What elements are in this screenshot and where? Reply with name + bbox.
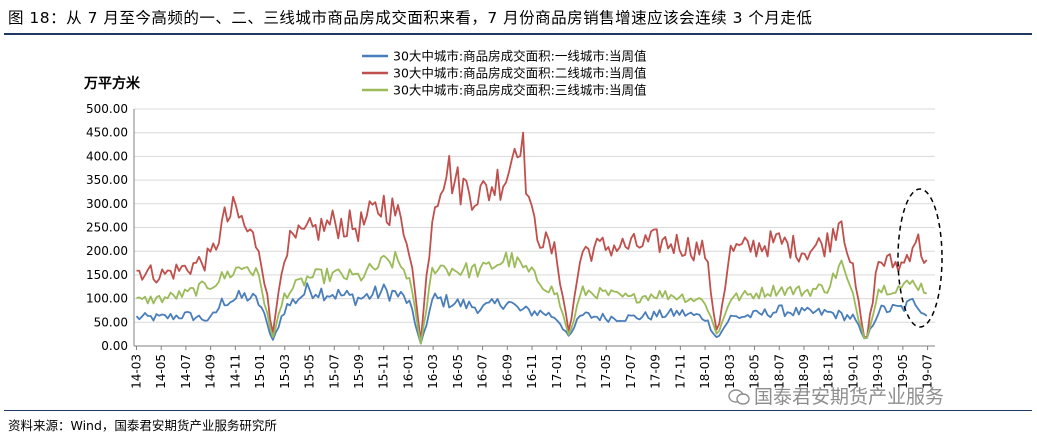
- x-tick-label: 16-05: [451, 354, 465, 389]
- source-rule: [4, 410, 1032, 411]
- x-tick-label: 17-09: [649, 354, 663, 389]
- x-tick-label: 19-07: [921, 354, 935, 389]
- x-tick-label: 16-09: [500, 354, 514, 389]
- figure-title: 图 18：从 7 月至今高频的一、二、三线城市商品房成交面积来看，7 月份商品房…: [8, 9, 813, 27]
- x-tick-labels: 14-03 14-05 14-07 14-09 14-11 15-01 15-03 15-05…: [129, 346, 935, 389]
- x-tick-label: 16-07: [476, 354, 490, 389]
- watermark-text: 国泰君安期货产业服务: [754, 386, 945, 408]
- source-note: 资料来源：Wind，国泰君安期货产业服务研究所: [8, 418, 277, 433]
- y-tick-label: 150.00: [86, 268, 128, 282]
- x-tick-label: 16-03: [426, 354, 440, 389]
- legend-label: 30大中城市:商品房成交面积:一线城市:当周值: [393, 49, 647, 64]
- x-tick-label: 17-11: [673, 354, 687, 389]
- x-tick-label: 14-05: [154, 354, 168, 389]
- y-tick-label: 0.00: [101, 339, 128, 353]
- series-line-3: [136, 250, 927, 345]
- x-tick-label: 18-03: [723, 354, 737, 389]
- x-tick-label: 17-05: [599, 354, 613, 389]
- x-tick-label: 15-05: [303, 354, 317, 389]
- legend: 30大中城市:商品房成交面积:一线城市:当周值 30大中城市:商品房成交面积:二线…: [362, 49, 647, 98]
- x-tick-label: 18-01: [698, 354, 712, 389]
- watermark: 国泰君安期货产业服务: [728, 382, 944, 409]
- x-tick-label: 14-09: [204, 354, 218, 389]
- y-tick-label: 450.00: [86, 126, 128, 140]
- title-rule: [4, 33, 1032, 35]
- x-tick-label: 18-05: [748, 354, 762, 389]
- x-tick-label: 15-03: [278, 354, 292, 389]
- x-tick-label: 16-11: [525, 354, 539, 389]
- series-line-2: [136, 131, 928, 343]
- x-tick-label: 17-01: [550, 354, 564, 389]
- x-tick-label: 18-09: [797, 354, 811, 389]
- highlight-ellipse: [897, 188, 943, 328]
- x-tick-label: 19-01: [846, 354, 860, 389]
- x-tick-label: 19-03: [871, 354, 885, 389]
- x-tick-label: 17-07: [624, 354, 638, 389]
- y-axis-label: 万平方米: [83, 75, 141, 92]
- wechat-icon: [728, 389, 750, 405]
- x-tick-label: 18-07: [772, 354, 786, 389]
- x-tick-label: 14-07: [179, 354, 193, 389]
- y-tick-label: 200.00: [86, 244, 128, 258]
- x-tick-label: 14-03: [129, 354, 143, 389]
- y-tick-label: 100.00: [86, 292, 128, 306]
- x-tick-label: 18-11: [822, 354, 836, 389]
- x-tick-label: 16-01: [401, 354, 415, 389]
- x-tick-label: 19-05: [896, 354, 910, 389]
- x-tick-label: 15-01: [253, 354, 267, 389]
- y-tick-label: 50.00: [94, 315, 128, 329]
- y-tick-label: 250.00: [86, 221, 128, 235]
- series-line-1: [135, 282, 928, 345]
- line-chart: 0.00 50.00 100.00 150.00 200.00 250.00 300.00 3…: [83, 49, 943, 389]
- x-tick-label: 15-07: [327, 354, 341, 389]
- x-tick-label: 15-09: [352, 354, 366, 389]
- series-lines: [135, 131, 928, 345]
- x-tick-label: 15-11: [377, 354, 391, 389]
- x-tick-label: 14-11: [228, 354, 242, 389]
- y-tick-label: 500.00: [86, 102, 128, 116]
- x-tick-label: 17-03: [574, 354, 588, 389]
- y-tick-label: 300.00: [86, 197, 128, 211]
- y-tick-label: 350.00: [86, 173, 128, 187]
- legend-label: 30大中城市:商品房成交面积:三线城市:当周值: [393, 83, 647, 98]
- y-tick-label: 400.00: [86, 149, 128, 163]
- legend-label: 30大中城市:商品房成交面积:二线城市:当周值: [393, 66, 647, 81]
- y-tick-labels: 0.00 50.00 100.00 150.00 200.00 250.00 300.00 3…: [86, 102, 128, 353]
